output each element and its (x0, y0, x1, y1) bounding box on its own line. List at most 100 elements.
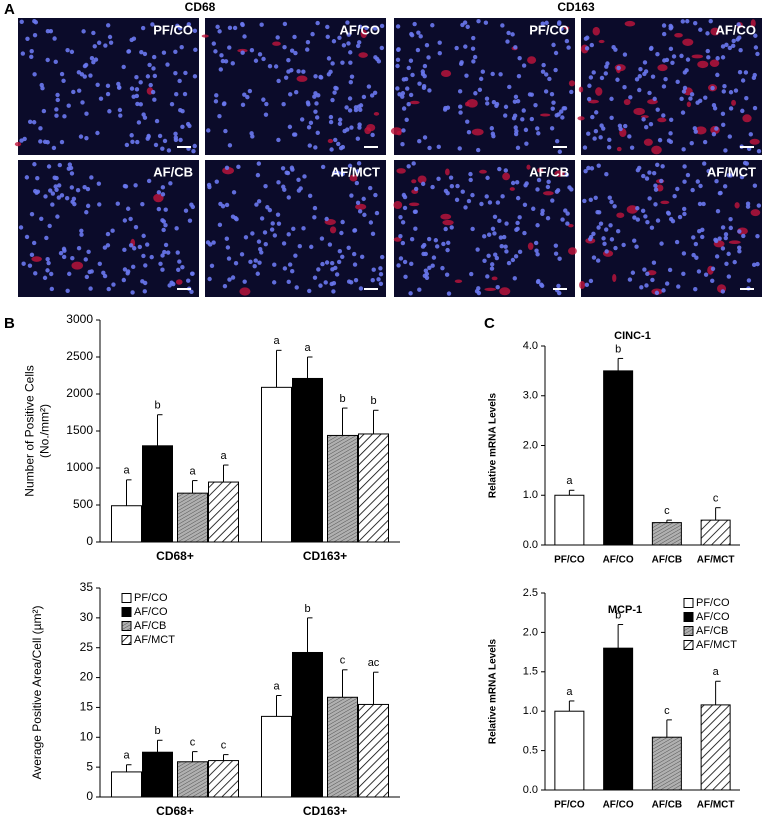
nucleus (166, 148, 172, 153)
nucleus (710, 278, 715, 284)
nucleus (503, 168, 508, 173)
nucleus (35, 175, 40, 181)
y-tick-label: 30 (80, 610, 94, 624)
nucleus (45, 268, 50, 273)
nucleus (291, 132, 297, 137)
nucleus (458, 110, 463, 115)
nucleus (340, 219, 345, 225)
nucleus (249, 48, 255, 53)
nucleus (500, 23, 505, 28)
nucleus (252, 263, 257, 269)
nucleus (470, 192, 475, 198)
panel-label: B (4, 315, 15, 332)
nucleus (370, 231, 376, 237)
nucleus (417, 81, 422, 86)
nucleus (627, 134, 632, 139)
nucleus (301, 226, 306, 231)
nucleus (651, 170, 657, 176)
nucleus (52, 175, 57, 180)
bar (700, 704, 731, 791)
nucleus (647, 170, 652, 175)
stain (734, 202, 740, 209)
nucleus (682, 211, 687, 217)
nucleus (130, 139, 135, 144)
nucleus (173, 137, 179, 143)
nucleus (720, 111, 726, 116)
nucleus (679, 96, 684, 102)
nucleus (258, 246, 263, 252)
nucleus (681, 271, 686, 276)
nucleus (161, 227, 166, 233)
stain (509, 187, 515, 191)
nucleus (131, 36, 137, 41)
nucleus (448, 175, 454, 180)
nucleus (276, 78, 281, 84)
nucleus (497, 166, 502, 172)
tile-label: AF/MCT (707, 164, 756, 179)
nucleus (604, 227, 609, 232)
nucleus (720, 225, 726, 230)
bar (292, 377, 323, 543)
nucleus (607, 137, 612, 143)
stain (616, 146, 622, 152)
stain (626, 205, 638, 214)
nucleus (544, 72, 549, 77)
bar (554, 494, 585, 546)
nucleus (480, 69, 486, 74)
nucleus (445, 105, 451, 110)
nucleus (307, 193, 313, 199)
nucleus (239, 252, 245, 257)
nucleus (522, 230, 527, 236)
legend-label: AF/MCT (134, 634, 175, 646)
nucleus (356, 161, 362, 166)
nucleus (45, 140, 50, 145)
nucleus (175, 250, 180, 255)
nucleus (723, 235, 728, 241)
nucleus (645, 219, 650, 225)
nucleus (149, 254, 154, 260)
nucleus (356, 40, 362, 45)
nucleus (72, 201, 77, 207)
nucleus (639, 285, 644, 290)
nucleus (476, 18, 481, 24)
bar (651, 736, 682, 791)
nucleus (346, 41, 351, 46)
nucleus (668, 26, 673, 31)
nucleus (697, 201, 703, 207)
nucleus (565, 211, 570, 216)
bar (111, 505, 142, 543)
stain (440, 69, 452, 78)
nucleus (96, 40, 102, 45)
legend-swatch (683, 640, 694, 650)
nucleus (242, 34, 247, 39)
nucleus (232, 25, 238, 31)
nucleus (282, 187, 287, 192)
nucleus (598, 135, 603, 140)
nucleus (635, 168, 641, 173)
nucleus (703, 272, 709, 277)
nucleus (227, 45, 232, 50)
nucleus (20, 51, 26, 56)
nucleus (696, 269, 702, 274)
nucleus (110, 228, 115, 233)
nucleus (48, 29, 54, 34)
stain (691, 54, 704, 59)
nucleus (45, 257, 50, 262)
y-tick-label: 25 (80, 640, 94, 654)
nucleus (29, 211, 35, 217)
nucleus (595, 258, 601, 263)
nucleus (227, 25, 233, 31)
nucleus (47, 223, 52, 229)
nucleus (309, 244, 314, 250)
nucleus (598, 221, 604, 226)
nucleus (661, 113, 666, 118)
nucleus (250, 134, 255, 139)
nucleus (449, 184, 455, 189)
nucleus (61, 254, 67, 260)
nucleus (406, 164, 411, 169)
stain (595, 87, 603, 96)
nucleus (122, 218, 128, 223)
significance-label: a (566, 686, 573, 698)
nucleus (27, 263, 33, 268)
nucleus (25, 36, 30, 42)
